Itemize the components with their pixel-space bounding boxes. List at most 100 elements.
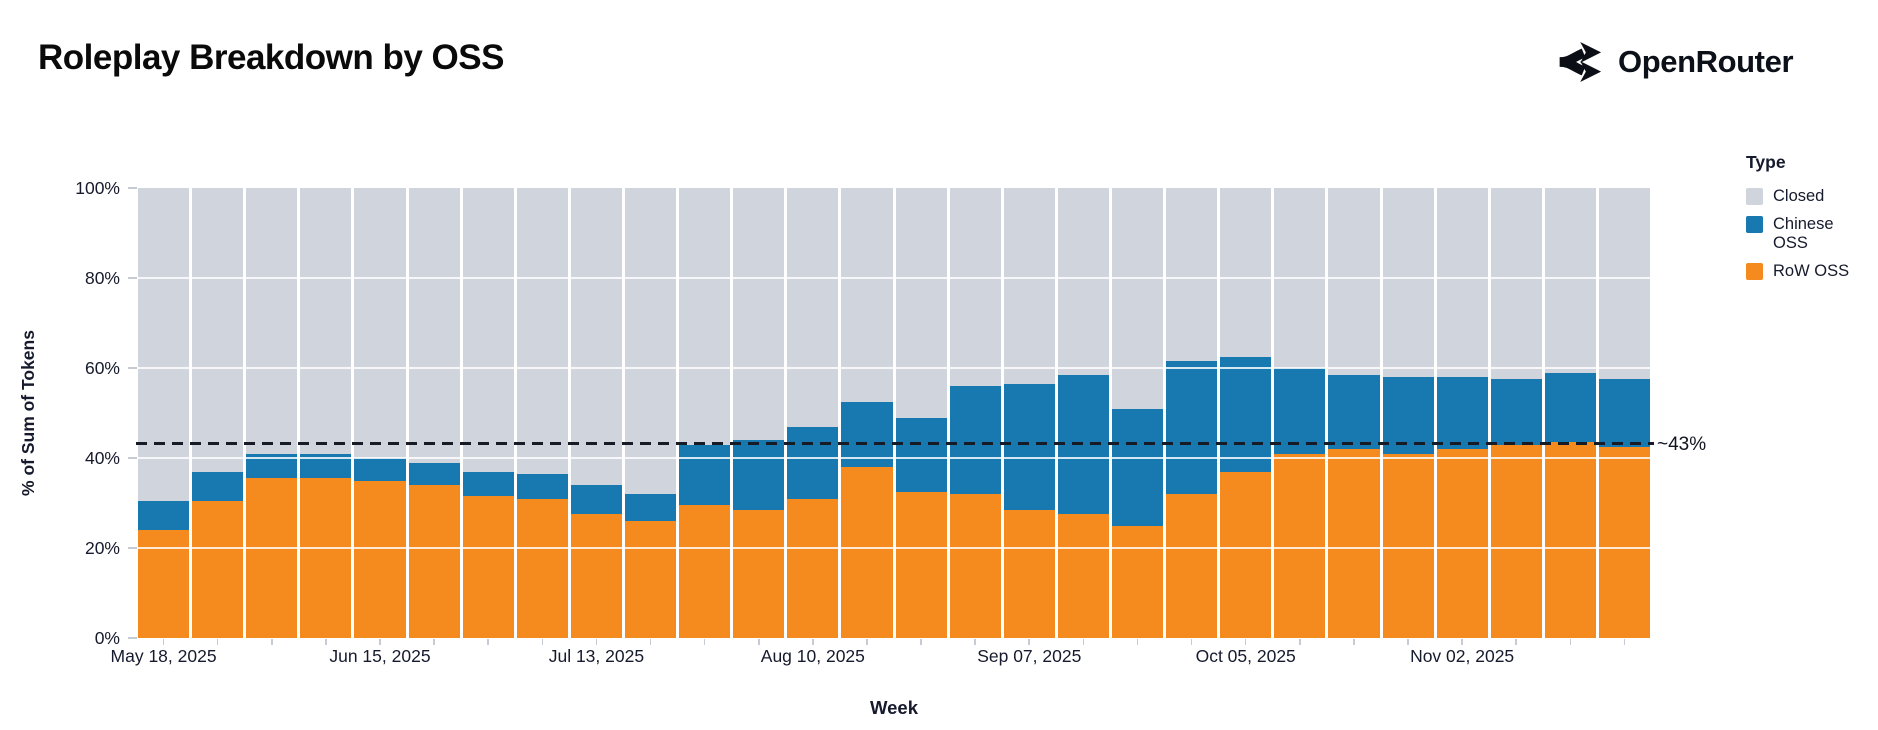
segment-chinese-oss: [624, 494, 677, 521]
x-tick-mark: [920, 639, 922, 645]
y-tick-mark-20: [128, 547, 137, 549]
y-tick-label-0: 0%: [94, 628, 120, 648]
stacked-bar-jul-13-2025: [570, 188, 622, 638]
x-tick-mark: [162, 639, 165, 645]
stacked-bar-oct-05-2025: [1220, 188, 1272, 638]
stacked-bar-nov-16-2025: [1544, 188, 1596, 638]
x-tick-mark: [1299, 639, 1301, 645]
legend-item-chinese-oss[interactable]: Chinese OSS: [1746, 215, 1866, 253]
segment-chinese-oss: [1274, 368, 1326, 454]
segment-chinese-oss: [1057, 374, 1109, 515]
legend-swatch-row-oss: [1746, 263, 1763, 280]
segment-chinese-oss: [679, 444, 731, 506]
stacked-bar-aug-24-2025: [895, 188, 947, 638]
bars-container: [138, 188, 1651, 638]
segment-row-oss: [1111, 525, 1164, 638]
openrouter-logo-icon: [1556, 39, 1604, 85]
segment-row-oss: [1490, 444, 1542, 638]
segment-closed: [1490, 188, 1542, 380]
plot-area: [136, 188, 1654, 638]
stacked-bar-oct-19-2025: [1328, 188, 1380, 638]
x-tick-mark: [487, 639, 489, 645]
segment-closed: [841, 188, 893, 402]
segment-row-oss: [138, 530, 190, 638]
segment-closed: [300, 188, 352, 454]
segment-row-oss: [1220, 471, 1272, 638]
segment-row-oss: [300, 478, 352, 638]
segment-closed: [408, 188, 460, 463]
x-tick-mark: [866, 639, 868, 645]
stacked-bar-sep-07-2025: [1003, 188, 1055, 638]
legend-item-row-oss[interactable]: RoW OSS: [1746, 262, 1866, 281]
segment-row-oss: [354, 480, 406, 638]
legend: Type Closed Chinese OSS RoW OSS: [1746, 152, 1866, 290]
segment-row-oss: [787, 498, 839, 638]
stacked-bar-jun-15-2025: [354, 188, 406, 638]
segment-chinese-oss: [1328, 374, 1380, 449]
legend-title: Type: [1746, 152, 1786, 172]
x-tick-mark: [812, 639, 814, 645]
segment-chinese-oss: [1166, 361, 1218, 494]
annotation-dashed-line: [136, 441, 1654, 445]
x-tick-mark: [216, 639, 219, 645]
x-tick-mark: [703, 639, 706, 645]
stacked-bar-aug-03-2025: [733, 188, 785, 638]
segment-chinese-oss: [1111, 408, 1164, 526]
segment-chinese-oss: [192, 471, 244, 501]
annotation-43pct-label: ~43%: [1657, 434, 1707, 455]
x-tick-mark: [270, 639, 273, 645]
stacked-bar-aug-10-2025: [787, 188, 839, 638]
x-tick-mark: [1623, 639, 1626, 645]
segment-row-oss: [516, 498, 568, 638]
segment-closed: [1328, 188, 1380, 375]
segment-row-oss: [1003, 509, 1055, 638]
x-tick-mark: [1190, 639, 1193, 645]
y-tick-mark-80: [128, 277, 137, 279]
segment-chinese-oss: [787, 426, 839, 499]
segment-row-oss: [624, 521, 677, 638]
segment-closed: [1166, 188, 1218, 362]
segment-row-oss: [841, 467, 893, 638]
segment-closed: [1598, 188, 1651, 380]
segment-chinese-oss: [138, 500, 190, 530]
stacked-bar-oct-12-2025: [1274, 188, 1326, 638]
segment-closed: [1544, 188, 1596, 373]
y-tick-mark-60: [128, 367, 137, 369]
x-tick-label-may-18-2025: May 18, 2025: [110, 646, 217, 666]
y-tick-label-100: 100%: [75, 178, 120, 198]
segment-closed: [1111, 188, 1164, 409]
segment-closed: [679, 188, 731, 445]
x-tick-label-oct-05-2025: Oct 05, 2025: [1195, 646, 1296, 666]
x-tick-mark: [541, 639, 544, 645]
segment-closed: [1436, 188, 1488, 377]
stacked-bar-sep-21-2025: [1111, 188, 1164, 638]
segment-row-oss: [1382, 453, 1434, 638]
x-tick-mark: [379, 639, 381, 645]
segment-closed: [354, 188, 406, 458]
segment-closed: [246, 188, 298, 454]
x-tick-mark: [1407, 639, 1409, 645]
stacked-bar-may-25-2025: [192, 188, 244, 638]
segment-chinese-oss: [841, 401, 893, 467]
x-axis-title: Week: [870, 697, 918, 718]
y-tick-label-60: 60%: [84, 358, 120, 378]
x-tick-mark: [757, 639, 760, 645]
y-tick-label-80: 80%: [84, 268, 120, 288]
x-tick-label-nov-02-2025: Nov 02, 2025: [1410, 646, 1515, 666]
x-tick-label-sep-07-2025: Sep 07, 2025: [977, 646, 1082, 666]
segment-chinese-oss: [1003, 383, 1055, 510]
segment-row-oss: [1328, 449, 1380, 638]
segment-closed: [1057, 188, 1109, 375]
segment-row-oss: [408, 485, 460, 638]
stacked-bar-nov-23-2025: [1598, 188, 1651, 638]
segment-closed: [1220, 188, 1272, 357]
x-tick-label-jul-13-2025: Jul 13, 2025: [548, 646, 645, 666]
segment-row-oss: [1166, 494, 1218, 638]
segment-chinese-oss: [1436, 377, 1488, 449]
segment-chinese-oss: [1220, 356, 1272, 472]
stacked-bar-jun-22-2025: [408, 188, 460, 638]
stacked-bar-nov-09-2025: [1490, 188, 1542, 638]
legend-item-closed[interactable]: Closed: [1746, 187, 1866, 206]
x-tick-mark: [649, 639, 652, 645]
segment-closed: [949, 188, 1001, 386]
